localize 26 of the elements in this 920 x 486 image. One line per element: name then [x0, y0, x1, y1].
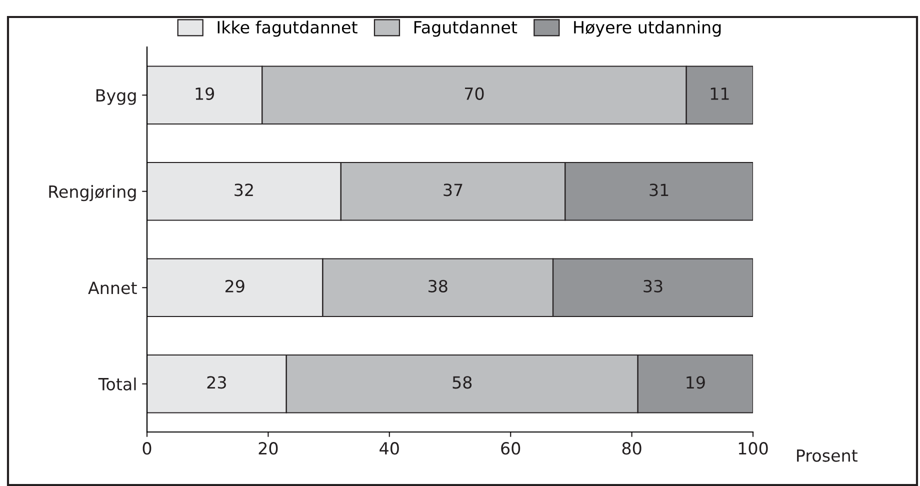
- data-label: 70: [465, 87, 484, 100]
- data-label: 19: [686, 376, 705, 389]
- y-tick-label: Total: [98, 378, 136, 390]
- data-label: 23: [207, 376, 226, 389]
- y-tick-label: Rengjøring: [49, 185, 136, 202]
- x-tick-label: 100: [738, 442, 768, 455]
- data-label: 11: [710, 88, 729, 100]
- x-tick-label: 20: [258, 442, 278, 455]
- y-tick-label: Annet: [88, 282, 137, 294]
- data-label: 58: [452, 376, 472, 389]
- x-tick-label: 40: [380, 442, 399, 455]
- data-label: 19: [196, 87, 214, 100]
- y-tick-label: Bygg: [96, 89, 136, 105]
- x-tick-label: 0: [142, 442, 152, 455]
- data-label: 31: [650, 184, 668, 196]
- legend-label: Ikke fagutdannet: [218, 20, 358, 37]
- data-label: 32: [234, 184, 253, 196]
- data-label: 37: [444, 184, 462, 196]
- legend-label: Fagutdannet: [414, 20, 518, 37]
- data-label: 29: [225, 280, 244, 292]
- legend-label: Høyere utdanning: [574, 20, 721, 37]
- x-tick-label: 80: [622, 442, 642, 455]
- x-tick-label: 60: [501, 442, 520, 455]
- data-label: 33: [644, 280, 662, 292]
- x-axis-title: Prosent: [797, 449, 858, 462]
- data-label: 38: [428, 280, 448, 292]
